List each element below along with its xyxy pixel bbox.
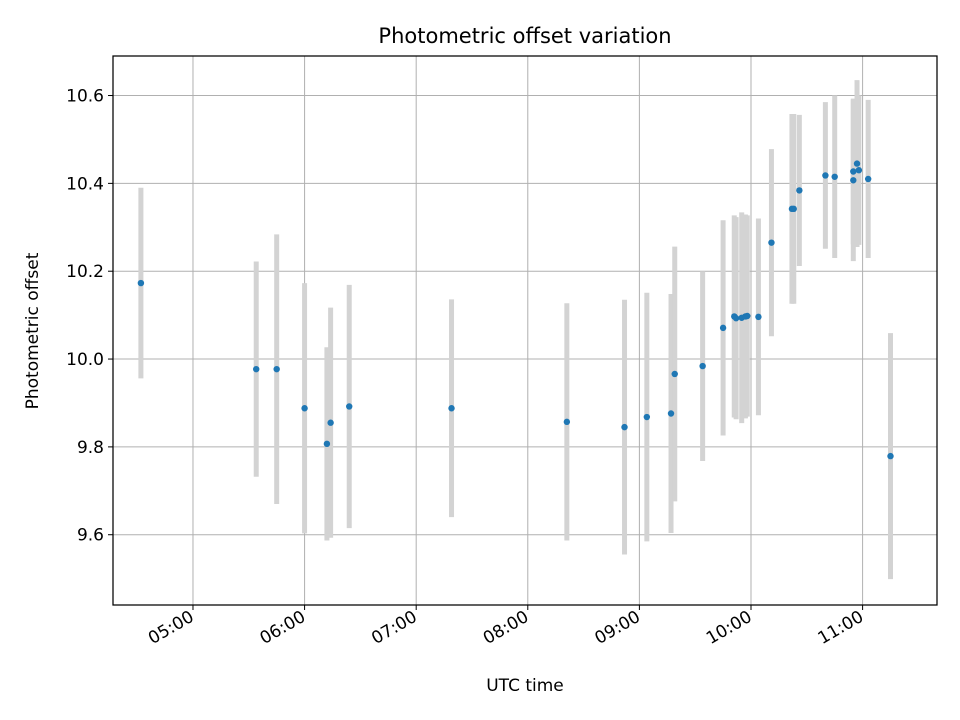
data-point xyxy=(796,187,803,194)
data-point xyxy=(699,362,706,370)
data-point xyxy=(732,315,740,322)
data-point xyxy=(667,410,675,417)
data-point xyxy=(864,175,872,183)
y-tick-label: 10.4 xyxy=(66,174,104,194)
data-point xyxy=(346,403,353,410)
data-point xyxy=(273,365,280,373)
y-tick-label: 9.8 xyxy=(77,438,104,458)
data-point xyxy=(744,312,751,320)
data-point xyxy=(822,172,829,179)
data-point xyxy=(621,423,628,431)
data-point xyxy=(301,405,308,412)
data-point xyxy=(137,279,145,287)
data-point xyxy=(755,313,762,321)
y-axis-title: Photometric offset xyxy=(23,252,43,409)
y-tick-label: 10.0 xyxy=(66,350,104,370)
data-point xyxy=(850,177,857,184)
data-point xyxy=(719,324,727,332)
data-point xyxy=(853,160,861,167)
y-axis-ticks: 9.6 9.8 10.0 10.2 10.4 10.6 xyxy=(66,87,113,546)
data-point xyxy=(831,173,838,180)
data-point xyxy=(323,440,331,448)
data-point xyxy=(850,168,857,175)
data-point xyxy=(768,239,775,246)
data-point xyxy=(790,205,797,213)
data-point xyxy=(327,419,334,426)
data-point xyxy=(563,418,571,426)
data-point xyxy=(448,405,455,412)
data-point xyxy=(855,166,863,174)
y-tick-label: 10.6 xyxy=(66,87,104,107)
grid-lines xyxy=(113,56,937,605)
data-points xyxy=(137,160,894,460)
data-point xyxy=(671,370,678,378)
y-tick-label: 9.6 xyxy=(77,526,104,546)
plot-frame xyxy=(112,55,938,606)
data-point xyxy=(643,413,651,421)
data-point xyxy=(887,452,894,460)
x-axis-title: UTC time xyxy=(486,676,564,696)
chart-title: Photometric offset variation xyxy=(378,24,671,48)
y-tick-label: 10.2 xyxy=(66,262,104,282)
data-point xyxy=(253,365,260,373)
